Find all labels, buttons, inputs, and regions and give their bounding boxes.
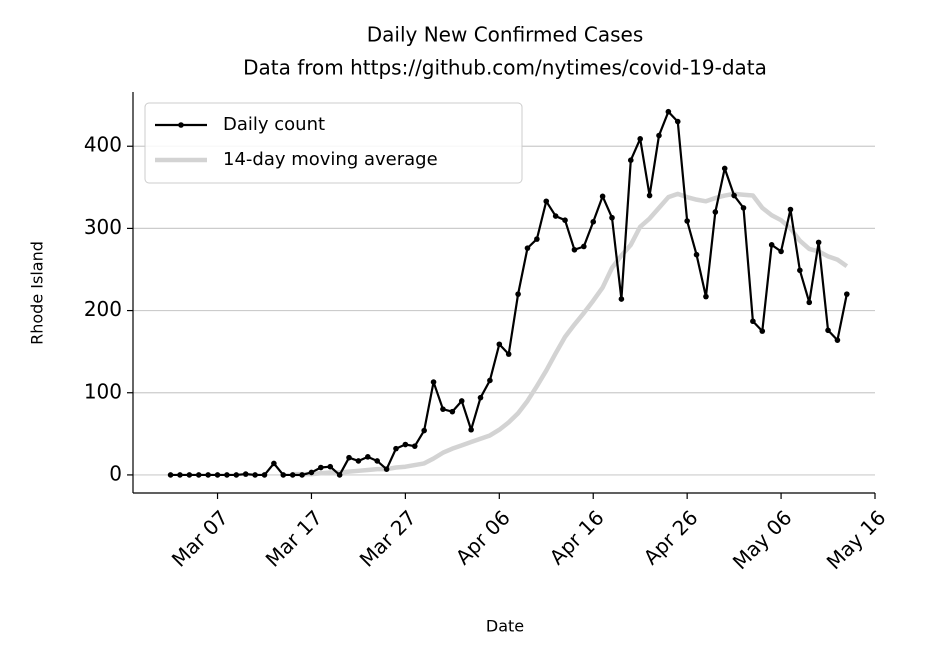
point [224, 472, 230, 478]
point [449, 408, 456, 415]
point [252, 472, 258, 478]
legend-label: 14-day moving average [223, 149, 438, 170]
point [271, 460, 277, 467]
x-tick-label: Apr 16 [545, 505, 609, 569]
point [844, 291, 850, 297]
point [646, 192, 653, 199]
point [233, 472, 240, 478]
y-tick-label: 200 [84, 297, 122, 321]
point [318, 464, 324, 471]
point [637, 136, 643, 142]
point [280, 472, 287, 478]
x-tick-label: May 16 [822, 505, 891, 574]
point [731, 192, 737, 199]
x-tick-label: Mar 07 [167, 505, 233, 571]
point [768, 242, 775, 248]
point [430, 379, 437, 385]
point [205, 472, 211, 478]
x-tick-label: May 06 [728, 505, 797, 574]
point [571, 246, 578, 253]
point [383, 466, 390, 472]
point [299, 472, 305, 478]
point [289, 472, 296, 478]
point [562, 217, 568, 223]
point [543, 198, 550, 205]
point [703, 293, 709, 300]
legend-marker [178, 122, 184, 128]
point [815, 239, 822, 246]
point [778, 248, 784, 255]
legend-label: Daily count [223, 114, 325, 135]
point [336, 472, 343, 478]
point [487, 377, 493, 384]
point [402, 441, 409, 448]
point [581, 243, 587, 250]
point [834, 337, 841, 343]
point [308, 469, 315, 476]
point [515, 291, 521, 297]
x-tick-label: Apr 26 [639, 505, 703, 569]
point [656, 132, 662, 139]
point [477, 394, 484, 401]
point [674, 118, 681, 125]
point [214, 472, 221, 478]
point [177, 472, 183, 478]
point [599, 193, 606, 200]
x-tick-label: Mar 27 [355, 505, 421, 571]
point [665, 108, 672, 115]
point [167, 472, 174, 478]
point [618, 296, 625, 302]
point [825, 327, 831, 334]
x-tick-label: Apr 06 [451, 505, 515, 569]
point [759, 328, 766, 334]
point [787, 206, 794, 213]
point [458, 398, 465, 404]
point [496, 341, 503, 348]
x-axis-label: Date [486, 617, 524, 636]
point [355, 458, 362, 464]
point [721, 165, 728, 172]
point [327, 463, 334, 470]
legend: Daily count 14-day moving average [144, 102, 523, 184]
legend-box [144, 102, 523, 184]
point [393, 445, 399, 452]
point [524, 245, 531, 251]
point [505, 351, 512, 357]
point [590, 219, 597, 225]
point [421, 427, 427, 434]
point [440, 406, 446, 412]
point [627, 157, 634, 164]
point [693, 251, 700, 258]
point [374, 458, 381, 464]
y-tick-label: 400 [84, 133, 122, 157]
point [740, 205, 747, 211]
point [797, 267, 803, 274]
point [534, 236, 540, 242]
point [684, 218, 690, 224]
point [242, 471, 249, 477]
point [552, 213, 559, 219]
point [468, 426, 474, 433]
point [195, 472, 202, 478]
chart-subtitle: Data from https://github.com/nytimes/cov… [243, 56, 767, 80]
point [365, 454, 371, 460]
y-tick-label: 100 [84, 379, 122, 403]
point [261, 472, 268, 478]
chart-title: Daily New Confirmed Cases [367, 23, 644, 47]
point [186, 472, 193, 478]
point [609, 214, 615, 221]
point [712, 209, 719, 215]
point [346, 454, 352, 461]
point [806, 299, 813, 306]
point [411, 443, 418, 449]
point [750, 318, 756, 325]
x-tick-label: Mar 17 [261, 505, 327, 571]
y-tick-label: 0 [109, 461, 122, 485]
y-axis-label: Rhode Island [28, 241, 47, 345]
y-tick-label: 300 [84, 215, 122, 239]
